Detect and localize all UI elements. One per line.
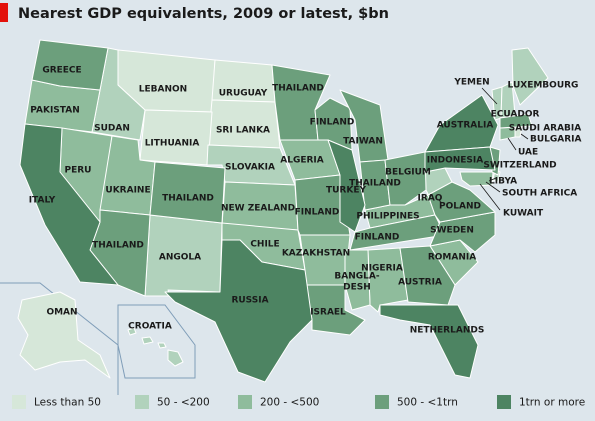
region xyxy=(427,181,496,223)
region-label: OMAN xyxy=(46,308,77,318)
region-label: LEBANON xyxy=(139,85,187,95)
region-label: NEW ZEALAND xyxy=(221,204,295,214)
region-label: SOUTH AFRICA xyxy=(502,189,577,199)
region xyxy=(499,113,533,129)
region-label: AUSTRALIA xyxy=(437,121,494,131)
region xyxy=(424,146,496,173)
region-label: IRAQ xyxy=(418,194,443,204)
legend-swatch xyxy=(375,395,389,409)
leader-line xyxy=(479,183,501,211)
legend: Less than 50 50 - <200 200 - <500 500 - <1t… xyxy=(12,395,585,409)
region-label: CHILE xyxy=(250,240,279,250)
region-label: URUGUAY xyxy=(219,89,268,99)
region-label: SRI LANKA xyxy=(216,126,270,136)
region-label: BELGIUM xyxy=(385,168,431,178)
region xyxy=(31,39,109,91)
brand-mark xyxy=(0,3,8,22)
region-label: TURKEY xyxy=(326,186,366,196)
region xyxy=(327,139,366,233)
region-label: SWEDEN xyxy=(430,226,474,236)
region-label: SWITZERLAND xyxy=(483,161,556,171)
leader-line xyxy=(507,137,517,151)
region-label: THAILAND xyxy=(349,179,401,189)
region-label: FINLAND xyxy=(295,208,340,218)
region-label: PERU xyxy=(65,166,92,176)
region xyxy=(164,239,313,383)
region xyxy=(207,99,281,149)
region xyxy=(149,161,226,224)
region-label: THAILAND xyxy=(272,84,324,94)
legend-swatch xyxy=(135,395,149,409)
legend-label: 500 - <1trn xyxy=(397,397,458,409)
region-label: ALGERIA xyxy=(280,156,324,166)
region xyxy=(384,151,427,206)
region xyxy=(294,174,351,236)
region xyxy=(139,109,213,166)
legend-label: 1trn or more xyxy=(519,397,585,409)
region-label: CROATIA xyxy=(128,322,172,332)
region xyxy=(17,291,111,379)
region xyxy=(379,304,479,379)
inset-border xyxy=(117,304,196,379)
region-label: RUSSIA xyxy=(231,296,268,306)
region-label: ROMANIA xyxy=(428,253,476,263)
region xyxy=(304,284,366,336)
region-label: UKRAINE xyxy=(105,186,150,196)
title: Nearest GDP equivalents, 2009 or latest,… xyxy=(18,6,389,22)
labels: LEBANON URUGUAY SRI LANKA LITHUANIA OMAN BULG… xyxy=(29,66,582,336)
legend-swatch xyxy=(238,395,252,409)
region-label: POLAND xyxy=(439,202,481,212)
leader-line xyxy=(520,133,529,140)
inset-border xyxy=(0,282,119,395)
region xyxy=(19,123,119,286)
region-label: PAKISTAN xyxy=(30,106,79,116)
regions xyxy=(17,39,549,383)
region xyxy=(127,327,184,367)
legend-swatch xyxy=(12,395,26,409)
region-label: SUDAN xyxy=(94,124,130,134)
leader-line xyxy=(485,181,501,193)
legend-label: 50 - <200 xyxy=(157,397,210,409)
region-label: LIBYA xyxy=(489,177,517,187)
region-label: FINLAND xyxy=(310,118,355,128)
leader-line xyxy=(481,87,498,105)
region-label: KUWAIT xyxy=(503,209,544,219)
region-label: KAZAKHSTAN xyxy=(282,249,350,259)
region-label: ANGOLA xyxy=(159,253,201,263)
region-label: GREECE xyxy=(42,66,81,76)
region-label: NIGERIA xyxy=(361,264,403,274)
region-label: BULGARIA xyxy=(530,135,582,145)
region-label: ECUADOR xyxy=(491,110,540,120)
region-label: INDONESIA xyxy=(427,156,484,166)
leader-line xyxy=(488,177,497,182)
region-label: PHILIPPINES xyxy=(356,212,419,222)
region xyxy=(511,47,549,106)
region xyxy=(500,81,516,119)
legend-label: 200 - <500 xyxy=(260,397,319,409)
region-label: THAILAND xyxy=(162,194,214,204)
region-label: FINLAND xyxy=(355,233,400,243)
legend-swatch xyxy=(497,395,511,409)
region xyxy=(344,249,371,311)
legend-label: Less than 50 xyxy=(34,397,101,409)
region-label: SAUDI ARABIA xyxy=(509,124,582,134)
region-label: LITHUANIA xyxy=(145,139,200,149)
region xyxy=(399,245,456,306)
region-label: NETHERLANDS xyxy=(410,326,485,336)
region-label: YEMEN xyxy=(453,78,489,88)
region-label: AUSTRIA xyxy=(398,278,442,288)
region-label: UAE xyxy=(518,148,538,158)
region-label: LUXEMBOURG xyxy=(508,81,579,91)
region-label: ISRAEL xyxy=(310,308,346,318)
region-label: THAILAND xyxy=(92,241,144,251)
region-label: ITALY xyxy=(29,196,56,206)
region-label: SLOVAKIA xyxy=(225,163,275,173)
region-label: TAIWAN xyxy=(343,137,383,147)
region-label: BANGLA-DESH xyxy=(334,271,379,292)
